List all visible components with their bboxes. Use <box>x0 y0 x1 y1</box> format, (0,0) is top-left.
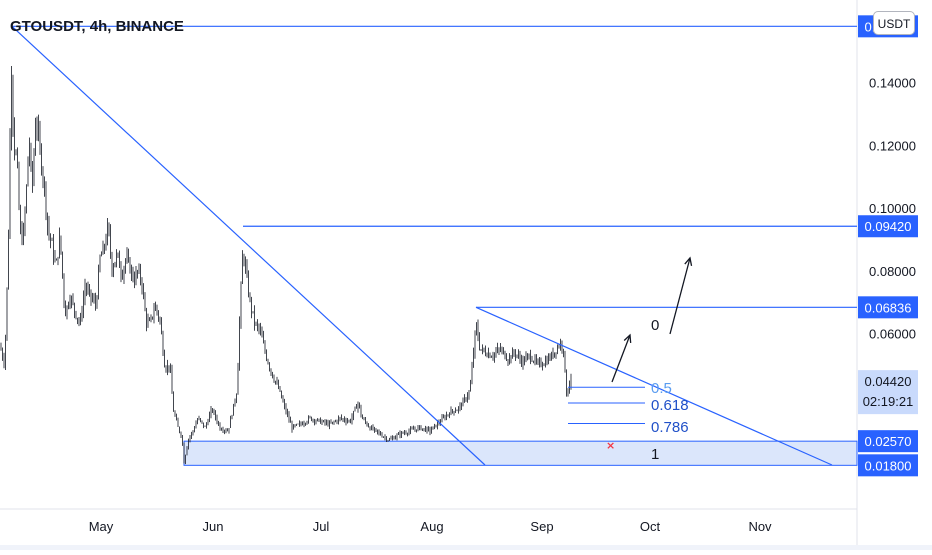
target-arrow-2-head <box>684 256 693 266</box>
y-tick-label: 0.10000 <box>869 201 916 216</box>
stop-loss-marker: × <box>606 439 615 452</box>
price-tag[interactable] <box>858 296 918 319</box>
symbol-title: GTOUSDT, 4h, BINANCE <box>10 18 184 35</box>
currency-button[interactable]: USDT <box>873 11 915 35</box>
current-price-label: 0.04420 <box>865 374 912 389</box>
fib-label-1: 1 <box>651 446 659 463</box>
fib-label-0.786: 0.786 <box>651 419 689 436</box>
fib-label-0.618: 0.618 <box>651 397 689 414</box>
x-tick-label: Sep <box>530 519 553 534</box>
price-tag[interactable] <box>858 430 918 453</box>
x-tick-label: Aug <box>420 519 443 534</box>
price-tag-label: 0.09420 <box>865 219 912 234</box>
downtrend-line-major[interactable] <box>11 25 486 466</box>
target-arrow-1-head <box>623 333 632 344</box>
price-tag-label: 0.01800 <box>865 458 912 473</box>
fib-label-0.5: 0.5 <box>651 380 672 397</box>
y-tick-label: 0.12000 <box>869 138 916 153</box>
y-tick-label: 0.06000 <box>869 327 916 342</box>
candle-countdown-label: 02:19:21 <box>863 394 914 409</box>
support-zone[interactable] <box>183 440 858 466</box>
x-tick-label: Nov <box>748 519 772 534</box>
price-tag[interactable] <box>858 454 918 477</box>
current-price-tag[interactable] <box>858 370 918 415</box>
x-tick-label: Jun <box>203 519 224 534</box>
y-tick-label: 0.08000 <box>869 264 916 279</box>
x-tick-label: Oct <box>640 519 661 534</box>
downtrend-line-minor[interactable] <box>475 306 833 466</box>
x-tick-label: May <box>89 519 114 534</box>
bottom-toolbar <box>0 545 932 550</box>
price-tag[interactable] <box>858 215 918 238</box>
y-tick-label: 0.14000 <box>869 76 916 91</box>
x-tick-label: Jul <box>313 519 330 534</box>
target-arrow-2 <box>669 257 691 335</box>
fib-label-0: 0 <box>651 317 659 334</box>
price-tag-label: 0.02570 <box>865 434 912 449</box>
price-tag-label: 0.06836 <box>865 300 912 315</box>
target-arrow-1 <box>611 334 631 383</box>
